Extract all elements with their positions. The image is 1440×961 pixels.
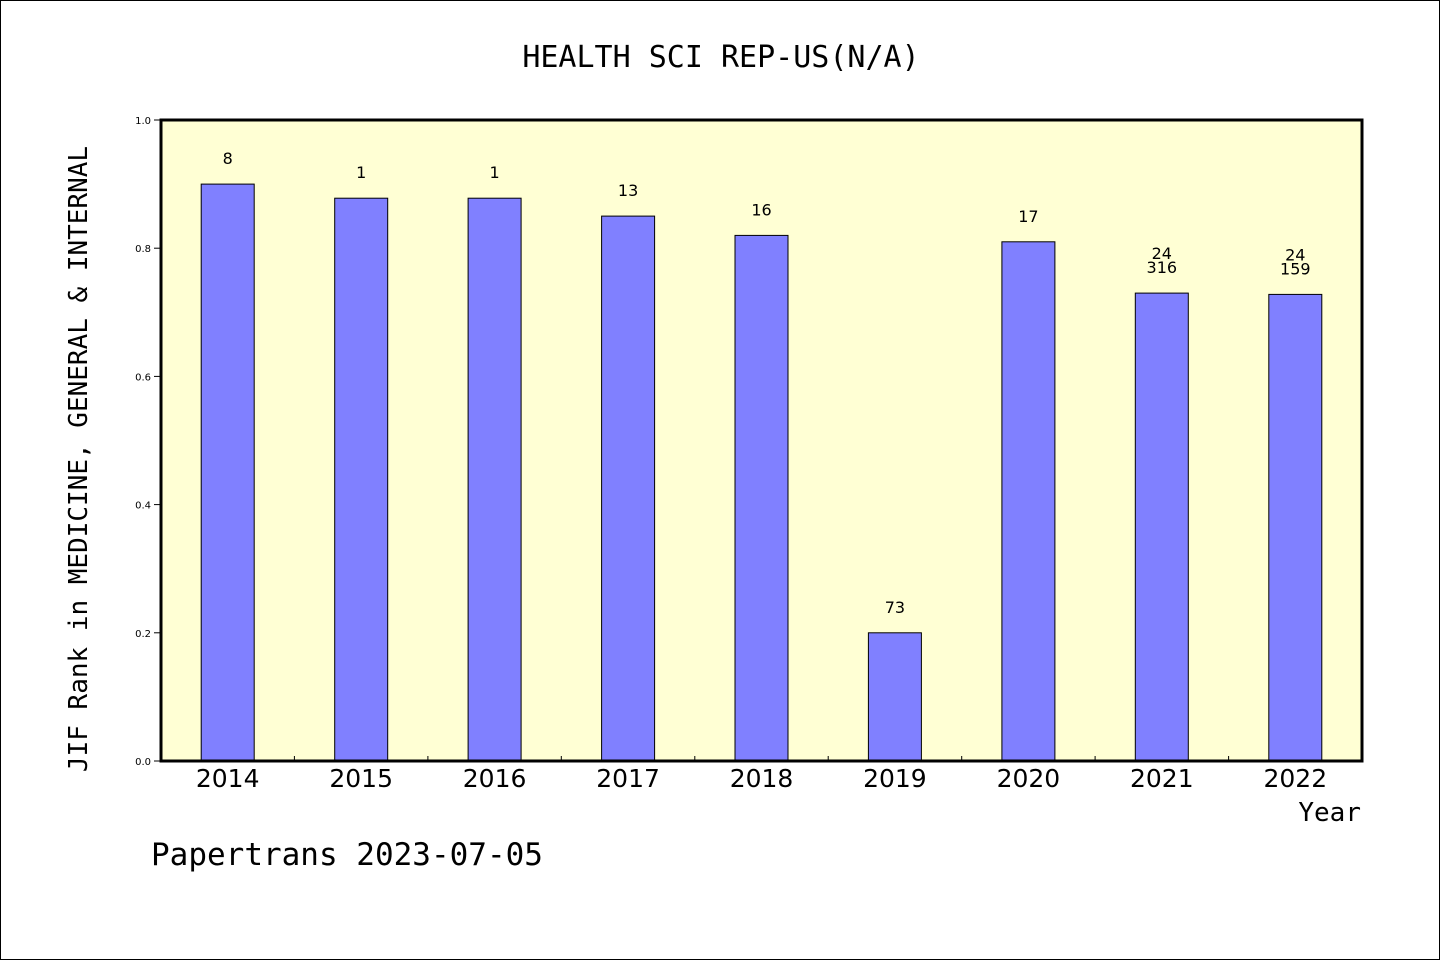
y-axis: 0.0 0.2 0.4 0.6 0.8 1.0 xyxy=(135,116,161,768)
x-axis: 2014 2015 2016 2017 2018 2019 2020 2021 2022 xyxy=(196,756,1327,793)
bar-data-label: 8 xyxy=(223,149,233,168)
y-axis-label: JIF Rank in MEDICINE, GENERAL & INTERNAL xyxy=(64,146,94,772)
bar-data-label: 16 xyxy=(751,200,771,219)
bar-2021 xyxy=(1134,292,1189,762)
bar-2014 xyxy=(200,183,255,762)
y-tick-label: 0.0 xyxy=(135,757,151,768)
y-tick-label: 0.4 xyxy=(135,501,151,512)
y-tick-label: 0.2 xyxy=(135,629,151,640)
bar-2015 xyxy=(334,197,389,762)
x-tick-label: 2015 xyxy=(329,764,393,793)
bar-2017 xyxy=(601,215,656,762)
bars-group xyxy=(200,183,1323,762)
bar-data-label: 1 xyxy=(356,163,366,182)
bar-data-label: 24 xyxy=(1285,245,1305,264)
x-tick-label: 2022 xyxy=(1263,764,1327,793)
bar-data-label: 13 xyxy=(618,181,638,200)
bar-data-label: 17 xyxy=(1018,207,1038,226)
x-tick-label: 2018 xyxy=(730,764,794,793)
x-tick-label: 2020 xyxy=(997,764,1061,793)
x-tick-label: 2021 xyxy=(1130,764,1194,793)
plot-border xyxy=(159,118,1364,763)
x-tick-label: 2017 xyxy=(596,764,660,793)
x-axis-label: Year xyxy=(1298,798,1361,828)
bar-2020 xyxy=(1001,241,1056,762)
bar-2018 xyxy=(734,234,789,762)
x-tick-label: 2019 xyxy=(863,764,927,793)
footer-text: Papertrans 2023-07-05 xyxy=(151,837,543,873)
bar-data-label: 73 xyxy=(885,598,905,617)
bar-data-label: 159 xyxy=(1280,259,1311,278)
bar-data-label: 316 xyxy=(1147,258,1178,277)
bar-2016 xyxy=(467,197,522,762)
x-tick-label: 2014 xyxy=(196,764,260,793)
y-tick-label: 1.0 xyxy=(135,116,151,127)
bar-data-label: 24 xyxy=(1152,244,1172,263)
chart-title: HEALTH SCI REP-US(N/A) xyxy=(522,40,919,75)
y-tick-label: 0.6 xyxy=(135,372,151,383)
bar-data-label: 1 xyxy=(490,163,500,182)
y-tick-label: 0.8 xyxy=(135,244,151,255)
bar-2022 xyxy=(1268,293,1323,762)
x-tick-label: 2016 xyxy=(463,764,527,793)
bar-2019 xyxy=(867,632,922,762)
